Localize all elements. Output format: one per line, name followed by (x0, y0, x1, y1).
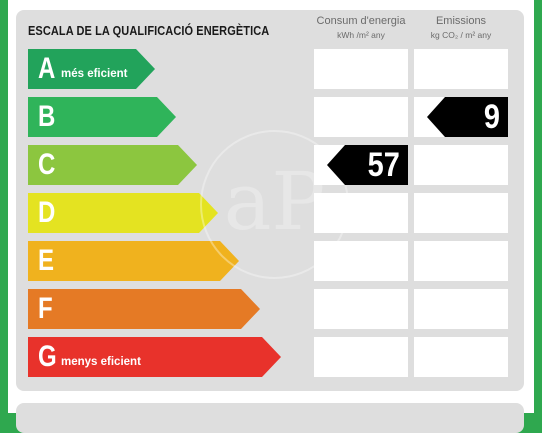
emissions-cell (414, 337, 508, 377)
emissions-cell (414, 241, 508, 281)
consumption-cell (314, 49, 408, 89)
consumption-title: Consum d'energia (316, 15, 406, 27)
consumption-cell (314, 337, 408, 377)
emissions-header: Emissions kg CO₂ / m² any (412, 14, 510, 42)
consumption-badge: 57 (327, 145, 408, 185)
secondary-panel (16, 403, 524, 433)
rating-sublabel: menys eficient (61, 356, 141, 368)
consumption-value: 57 (367, 146, 400, 184)
emissions-badge: 9 (427, 97, 508, 137)
rating-letter: F (38, 292, 53, 325)
consumption-unit: kWh /m² any (337, 30, 385, 40)
rating-letter: G (38, 340, 57, 373)
rating-arrow-c: C (28, 145, 197, 185)
rating-letter: E (38, 244, 55, 277)
rating-arrow-b: B (28, 97, 176, 137)
emissions-cell (414, 289, 508, 329)
rating-letter: C (38, 148, 56, 181)
rating-letter: D (38, 196, 56, 229)
rating-sublabel: més eficient (61, 68, 128, 80)
rating-arrow-e: E (28, 241, 239, 281)
emissions-value: 9 (483, 98, 500, 136)
rating-arrow-d: D (28, 193, 218, 233)
consumption-header: Consum d'energia kWh /m² any (312, 14, 410, 42)
emissions-cell (414, 49, 508, 89)
emissions-unit: kg CO₂ / m² any (430, 30, 492, 40)
rating-letter: A (38, 52, 56, 85)
emissions-cell (414, 193, 508, 233)
rating-letter: B (38, 100, 56, 133)
logo-watermark-icon: aP (200, 130, 349, 279)
emissions-cell (414, 145, 508, 185)
consumption-cell (314, 289, 408, 329)
rating-arrow-f: F (28, 289, 260, 329)
emissions-title: Emissions (435, 15, 487, 27)
consumption-cell (314, 97, 408, 137)
scale-title: ESCALA DE LA QUALIFICACIÓ ENERGÈTICA (28, 24, 270, 38)
